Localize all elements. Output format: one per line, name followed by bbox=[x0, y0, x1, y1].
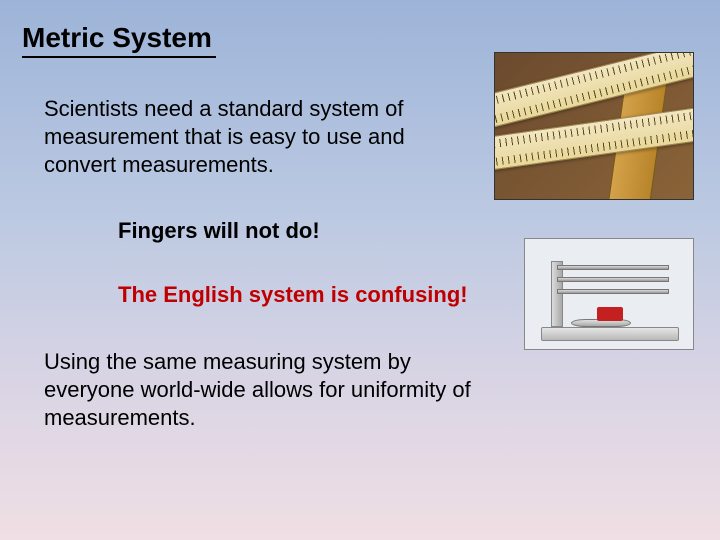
scale-base-icon bbox=[541, 327, 679, 341]
scale-beam-icon bbox=[557, 265, 669, 270]
slide-title: Metric System bbox=[22, 22, 216, 58]
paragraph-1: Scientists need a standard system of mea… bbox=[44, 95, 474, 179]
scale-beam-icon bbox=[557, 277, 669, 282]
balance-scale-photo bbox=[524, 238, 694, 350]
paragraph-2: Using the same measuring system by every… bbox=[44, 348, 474, 432]
scale-tag-icon bbox=[597, 307, 623, 321]
emphasis-line-2: The English system is confusing! bbox=[118, 282, 468, 308]
emphasis-line-1: Fingers will not do! bbox=[118, 218, 320, 244]
rulers-photo bbox=[494, 52, 694, 200]
scale-pillar-icon bbox=[551, 261, 563, 327]
slide: Metric System Scientists need a standard… bbox=[0, 0, 720, 540]
scale-beam-icon bbox=[557, 289, 669, 294]
